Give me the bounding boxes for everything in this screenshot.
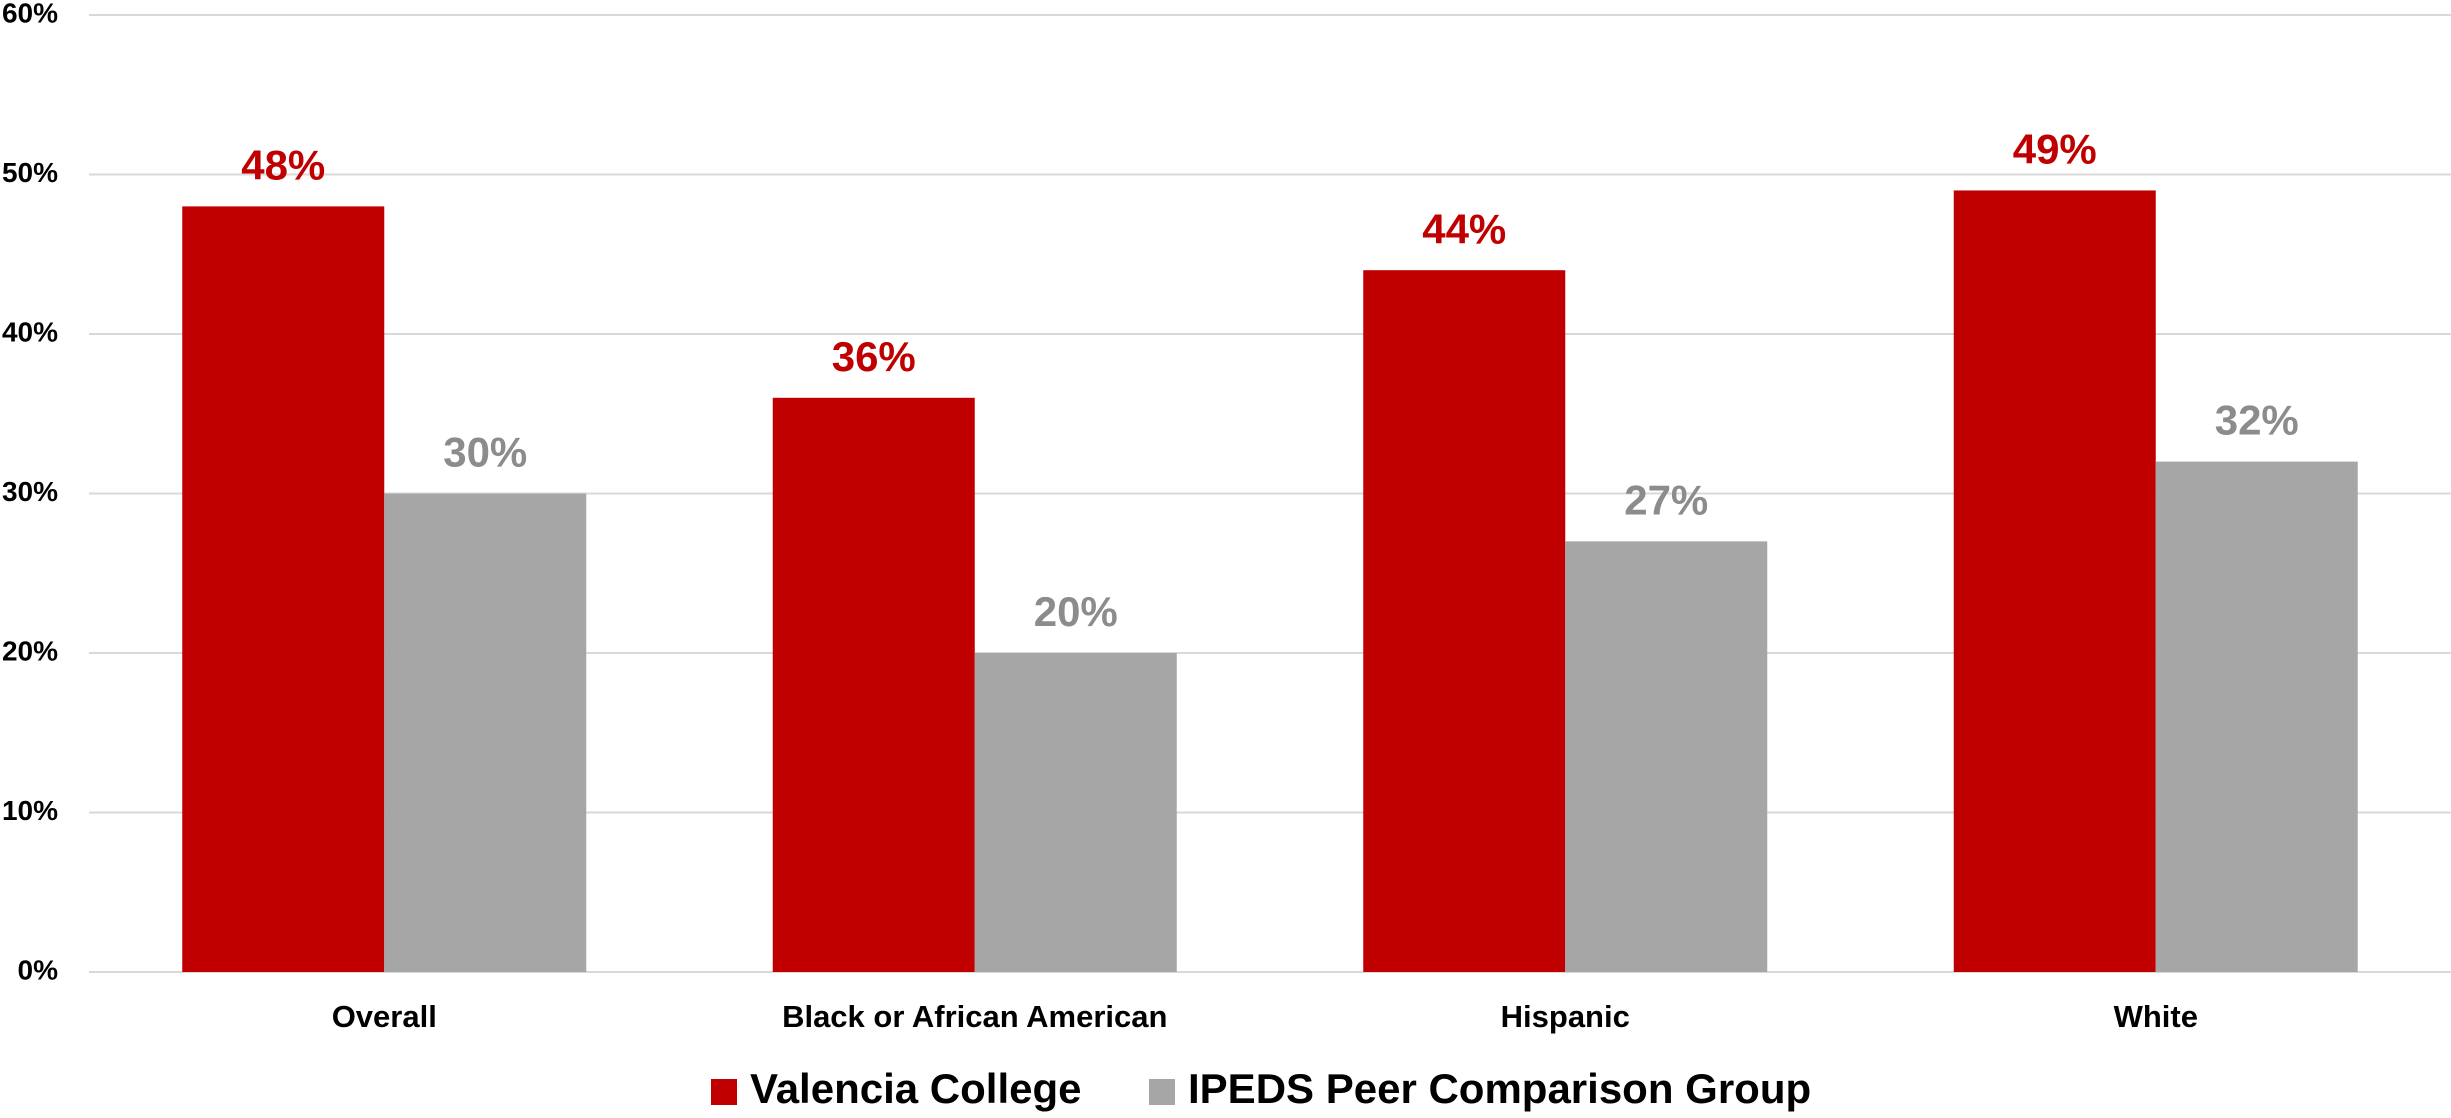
bar [1363, 270, 1566, 972]
data-label: 27% [1624, 476, 1708, 523]
x-tick-label: Overall [332, 999, 437, 1034]
data-label: 44% [1422, 205, 1506, 252]
data-label: 32% [2215, 397, 2299, 444]
bar [1953, 190, 2156, 972]
y-tick-label: 50% [2, 157, 58, 188]
data-label: 30% [443, 429, 527, 476]
bar [974, 653, 1177, 972]
legend-swatch [711, 1079, 737, 1105]
y-tick-label: 0% [18, 954, 59, 985]
x-tick-label: Hispanic [1501, 999, 1630, 1034]
legend-swatch [1149, 1079, 1175, 1105]
y-tick-label: 20% [2, 635, 58, 666]
y-tick-label: 60% [2, 0, 58, 28]
bar [2155, 461, 2358, 972]
x-tick-label: White [2114, 999, 2198, 1034]
y-tick-label: 30% [2, 476, 58, 507]
data-label: 20% [1034, 588, 1118, 635]
data-label: 48% [241, 141, 325, 188]
bar [1565, 541, 1768, 972]
bar [182, 206, 385, 972]
legend-label: IPEDS Peer Comparison Group [1188, 1065, 1811, 1112]
legend-label: Valencia College [750, 1065, 1082, 1112]
bar [772, 397, 975, 972]
data-label: 36% [832, 333, 916, 380]
x-tick-label: Black or African American [782, 999, 1167, 1034]
bar [384, 493, 587, 972]
y-tick-label: 10% [2, 795, 58, 826]
y-tick-label: 40% [2, 316, 58, 347]
data-label: 49% [2013, 126, 2097, 173]
